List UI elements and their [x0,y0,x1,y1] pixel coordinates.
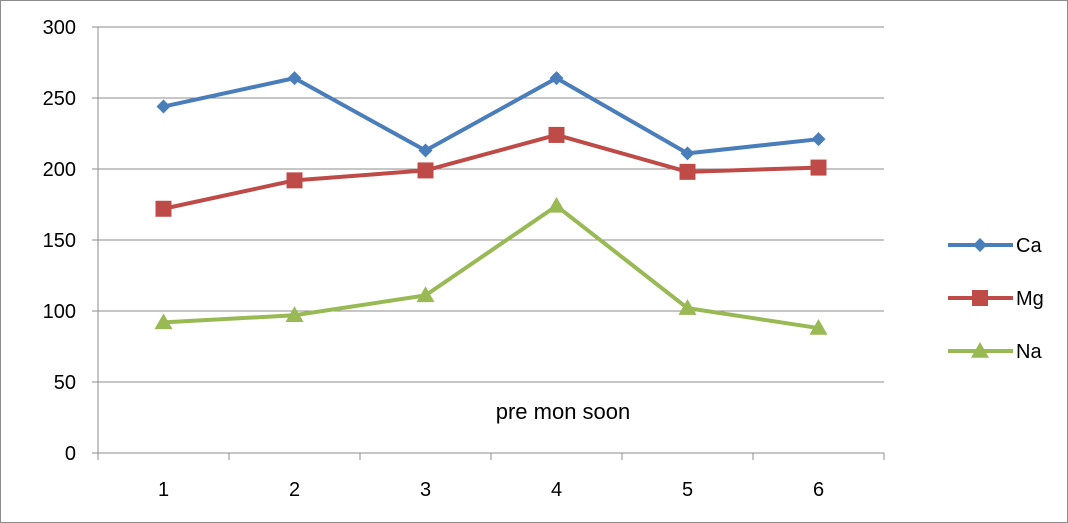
legend-marker [973,238,987,252]
y-tick-label: 50 [54,372,76,394]
y-tick-label: 150 [43,230,76,252]
series-layer [154,71,828,335]
data-point-ca [156,99,171,114]
x-tick-label: 4 [551,479,562,501]
legend-label: Mg [1016,288,1044,310]
data-point-mg [155,200,172,217]
y-tick-label: 0 [65,443,76,465]
data-point-mg [810,159,827,176]
series-na [154,196,828,335]
data-point-na [809,319,828,335]
legend-item-ca: Ca [948,235,1042,257]
series-mg [155,126,827,217]
legend: Ca Mg Na [948,235,1044,363]
data-point-ca [680,146,695,161]
data-point-mg [417,162,434,179]
legend-marker [971,342,989,358]
legend-item-mg: Mg [948,288,1044,310]
x-tick-label: 1 [158,479,169,501]
series-line-mg [163,132,819,211]
data-point-ca [549,71,564,86]
series-line-na [163,203,819,331]
data-point-na [416,286,435,303]
axes: 0 50 100 150 200 250 300 1 2 3 4 5 6 [43,17,885,501]
data-point-mg [548,126,565,143]
data-point-ca [811,132,826,147]
data-point-na [285,306,304,323]
series-line-ca [163,76,819,156]
data-point-na [678,299,697,315]
y-tick-label: 100 [43,301,76,323]
data-point-na [547,196,566,213]
x-tick-label: 6 [813,479,824,501]
y-tick-label: 200 [43,159,76,181]
x-tick-label: 3 [420,479,431,501]
y-tick-label: 250 [43,88,76,110]
legend-label: Ca [1016,235,1042,257]
data-point-mg [679,163,696,180]
legend-item-na: Na [948,341,1042,363]
x-tick-label: 2 [289,479,300,501]
data-point-na [154,313,173,330]
chart-annotation: pre mon soon [496,399,631,424]
legend-label: Na [1016,341,1042,363]
y-tick-label: 300 [43,17,76,39]
gridlines [98,26,884,383]
legend-marker [972,290,988,306]
x-tick-label: 5 [682,479,693,501]
series-ca [156,71,826,161]
data-point-mg [286,172,303,189]
data-point-ca [418,143,433,158]
data-point-ca [287,71,302,86]
